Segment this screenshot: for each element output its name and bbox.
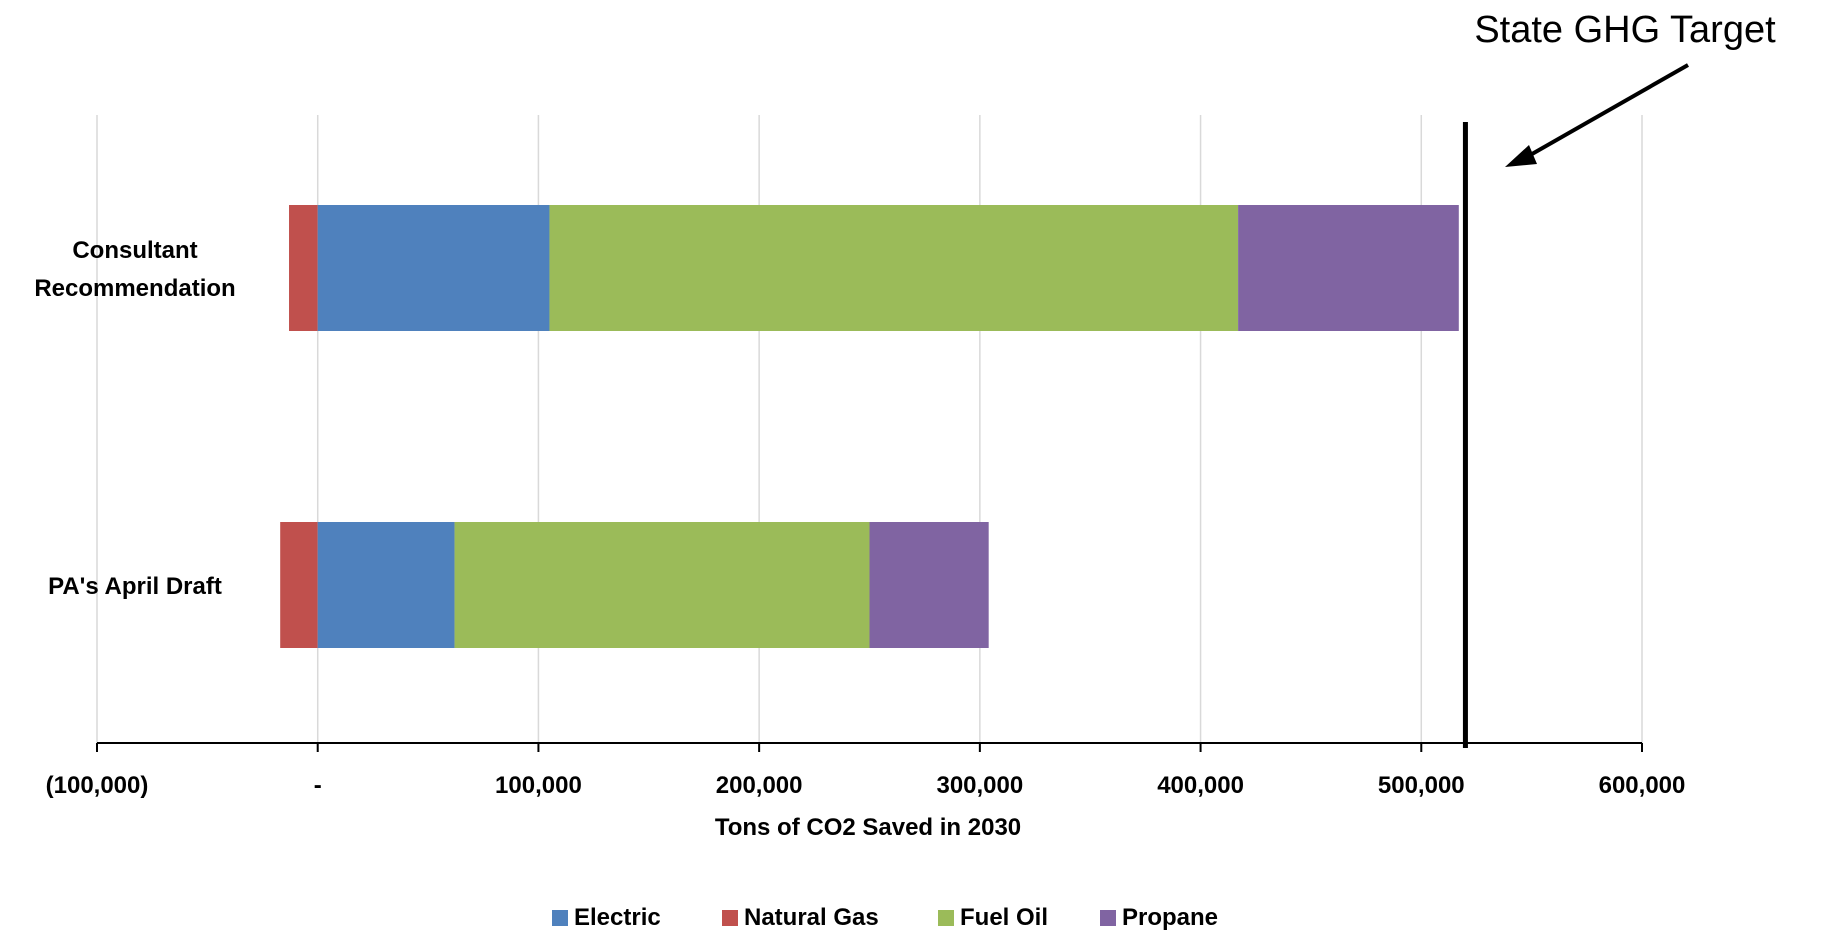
legend: Electric Natural Gas Fuel Oil Propane: [552, 904, 1218, 931]
target-annotation: State GHG Target: [1462, 9, 1776, 748]
bar-segment-propane: [869, 522, 989, 648]
bar-segment-electric: [317, 205, 550, 331]
legend-label: Fuel Oil: [960, 904, 1048, 931]
x-axis-title: Tons of CO2 Saved in 2030: [715, 814, 1021, 841]
target-label: State GHG Target: [1474, 9, 1776, 51]
bar-segment-fuel-oil: [454, 522, 870, 648]
category-label: Consultant Recommendation: [34, 237, 235, 302]
category-labels: Consultant Recommendation PA's April Draft: [34, 237, 235, 600]
bar-segment-natural-gas: [280, 522, 318, 648]
legend-swatch: [938, 910, 954, 926]
target-arrow: [1524, 63, 1689, 160]
legend-swatch: [1100, 910, 1116, 926]
x-tick-label: 100,000: [495, 772, 582, 799]
legend-swatch: [722, 910, 738, 926]
x-axis: (100,000) - 100,000 200,000 300,000 400,000 50…: [46, 742, 1686, 799]
legend-label: Propane: [1122, 904, 1218, 931]
x-tick-label: -: [314, 772, 322, 799]
x-tick-label: 300,000: [936, 772, 1023, 799]
x-tick-label: 400,000: [1157, 772, 1244, 799]
bar-segment-natural-gas: [289, 205, 318, 331]
x-tick-label: 500,000: [1378, 772, 1465, 799]
bars: [280, 205, 1459, 648]
bar-segment-fuel-oil: [549, 205, 1239, 331]
x-tick-label: 600,000: [1599, 772, 1686, 799]
bar-segment-electric: [317, 522, 455, 648]
target-arrow-head: [1505, 145, 1537, 167]
legend-label: Natural Gas: [744, 904, 879, 931]
category-label: PA's April Draft: [48, 573, 222, 600]
x-tick-label: (100,000): [46, 772, 149, 799]
x-tick-label: 200,000: [716, 772, 803, 799]
legend-swatch: [552, 910, 568, 926]
legend-label: Electric: [574, 904, 661, 931]
bar-segment-propane: [1238, 205, 1459, 331]
